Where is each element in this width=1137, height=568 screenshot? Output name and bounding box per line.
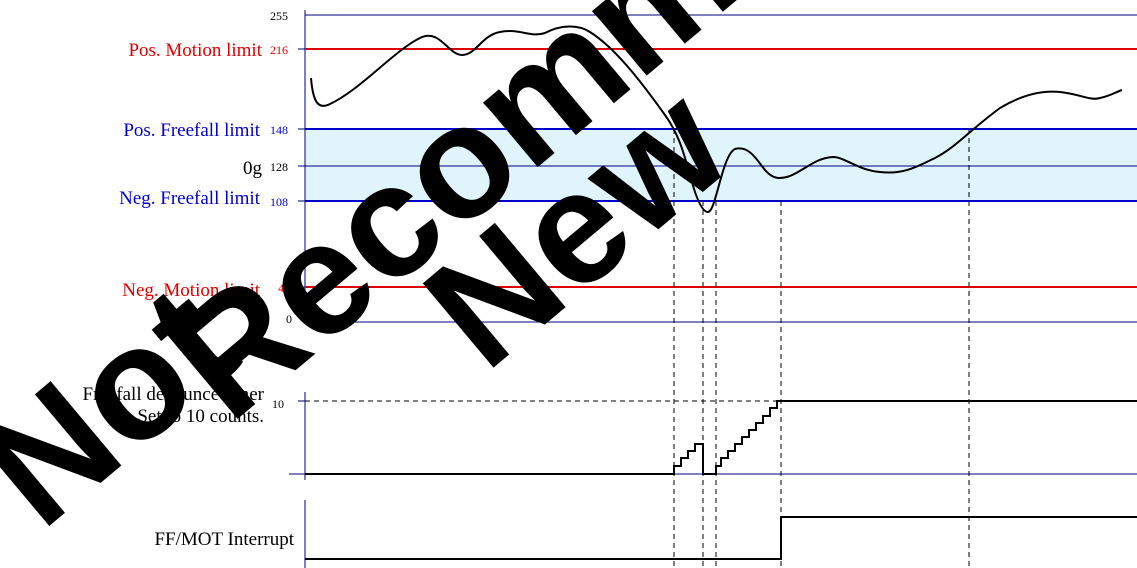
pos-freefall-limit-label: Pos. Freefall limit [123, 120, 260, 141]
top-plot-ticks [298, 48, 305, 288]
top-plot-grid [304, 10, 1137, 323]
tick-label-148: 148 [270, 123, 288, 137]
freefall-band [305, 129, 1137, 201]
zero-g-label: 0g [243, 158, 263, 179]
neg-freefall-limit-label: Neg. Freefall limit [119, 188, 261, 209]
tick-label-128: 128 [270, 160, 288, 174]
interrupt-label: FF/MOT Interrupt [154, 529, 294, 550]
timer-subtitle: Set to 10 counts. [137, 406, 264, 427]
timer-plot: 10 Freefall debounce timer Set to 10 cou… [83, 384, 1137, 480]
top-plot-tick-labels: 255 216 148 128 108 40 0 [270, 9, 292, 326]
event-markers [305, 129, 970, 568]
timer-title: Freefall debounce timer [83, 384, 265, 405]
interrupt-plot: FF/MOT Interrupt [154, 500, 1137, 568]
tick-label-216: 216 [270, 43, 288, 57]
tick-label-108: 108 [270, 195, 288, 209]
debounce-timer-staircase [305, 400, 1137, 475]
watermark: Not Recommended New [0, 0, 1130, 559]
interrupt-signal [305, 516, 1137, 560]
tick-label-40: 40 [278, 281, 290, 295]
neg-motion-limit-label: Neg. Motion limit [122, 280, 260, 301]
limit-labels: Pos. Motion limit Pos. Freefall limit 0g… [119, 40, 263, 301]
tick-label-0: 0 [286, 312, 292, 326]
timer-tick-label-10: 10 [272, 397, 284, 411]
pos-motion-limit-label: Pos. Motion limit [128, 40, 262, 61]
tick-label-255: 255 [270, 9, 288, 23]
acceleration-signal-curve [310, 25, 1123, 214]
